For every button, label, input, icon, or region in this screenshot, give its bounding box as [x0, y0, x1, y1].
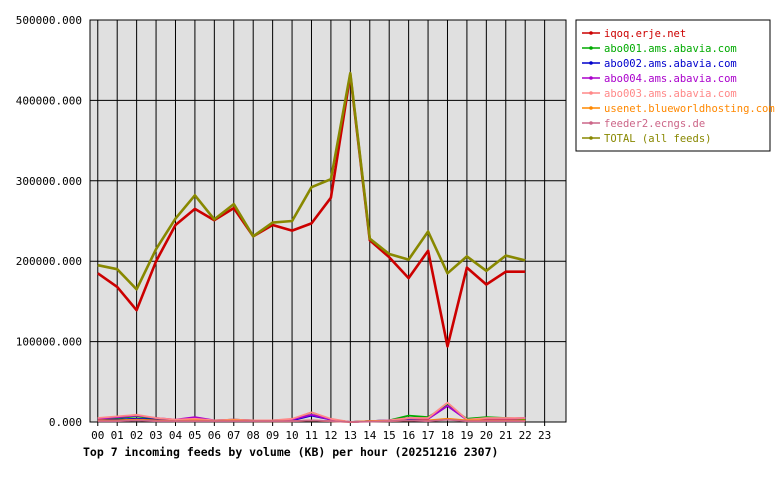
chart-title: Top 7 incoming feeds by volume (KB) per …: [83, 445, 498, 459]
x-tick-label: 10: [285, 429, 298, 442]
x-tick-label: 13: [344, 429, 357, 442]
y-tick-label: 0.000: [49, 416, 82, 429]
legend-marker: [589, 46, 593, 50]
x-tick-label: 00: [91, 429, 104, 442]
plot-area: [89, 19, 567, 423]
x-tick-label: 05: [188, 429, 201, 442]
legend-marker: [589, 106, 593, 110]
x-tick-label: 18: [441, 429, 454, 442]
legend-label: abo004.ams.abavia.com: [604, 73, 737, 85]
legend-marker: [589, 91, 593, 95]
legend-label: iqoq.erje.net: [604, 28, 686, 40]
x-tick-label: 03: [149, 429, 162, 442]
x-tick-label: 04: [169, 429, 183, 442]
legend-box: [575, 19, 771, 152]
legend-marker: [589, 61, 593, 65]
x-tick-label: 16: [402, 429, 415, 442]
x-tick-label: 12: [324, 429, 337, 442]
x-tick-label: 19: [460, 429, 473, 442]
y-tick-label: 400000.000: [16, 94, 82, 107]
series-lines: [97, 71, 526, 423]
series-line: [97, 73, 526, 348]
x-tick-label: 01: [111, 429, 124, 442]
y-tick-label: 100000.000: [16, 336, 82, 349]
x-tick-label: 08: [247, 429, 260, 442]
legend-marker: [589, 136, 593, 140]
legend-marker: [589, 76, 593, 80]
x-axis-ticks: 00 01 02 03 04 05 06 07 08 09 10 11 12 13 14 15 16 17 18 19…: [91, 422, 551, 442]
series-line: [97, 401, 526, 423]
legend-label: abo001.ams.abavia.com: [604, 43, 737, 55]
x-tick-label: 22: [519, 429, 532, 442]
legend-marker: [589, 121, 593, 125]
x-tick-label: 21: [499, 429, 512, 442]
legend: iqoq.erje.net abo001.ams.abavia.com abo002…: [575, 19, 775, 152]
x-tick-label: 20: [480, 429, 493, 442]
x-tick-label: 17: [421, 429, 434, 442]
legend-marker: [589, 31, 593, 35]
y-tick-label: 300000.000: [16, 175, 82, 188]
x-tick-label: 15: [383, 429, 396, 442]
legend-label: feeder2.ecngs.de: [604, 118, 705, 130]
x-tick-label: 06: [208, 429, 221, 442]
x-tick-label: 14: [363, 429, 377, 442]
x-tick-label: 02: [130, 429, 143, 442]
series-line: [97, 71, 526, 291]
legend-label: abo002.ams.abavia.com: [604, 58, 737, 70]
x-tick-label: 09: [266, 429, 279, 442]
y-tick-label: 500000.000: [16, 14, 82, 27]
series-line: [97, 418, 526, 423]
legend-label: abo003.ams.abavia.com: [604, 88, 737, 100]
x-tick-label: 23: [538, 429, 551, 442]
y-axis-ticks: 0.000 100000.000 200000.000 300000.000 40000…: [16, 14, 82, 429]
x-tick-label: 11: [305, 429, 318, 442]
legend-label: usenet.blueworldhosting.com: [604, 103, 775, 115]
y-tick-label: 200000.000: [16, 255, 82, 268]
legend-label: TOTAL (all feeds): [604, 133, 711, 145]
grid: [90, 19, 566, 423]
x-tick-label: 07: [227, 429, 240, 442]
